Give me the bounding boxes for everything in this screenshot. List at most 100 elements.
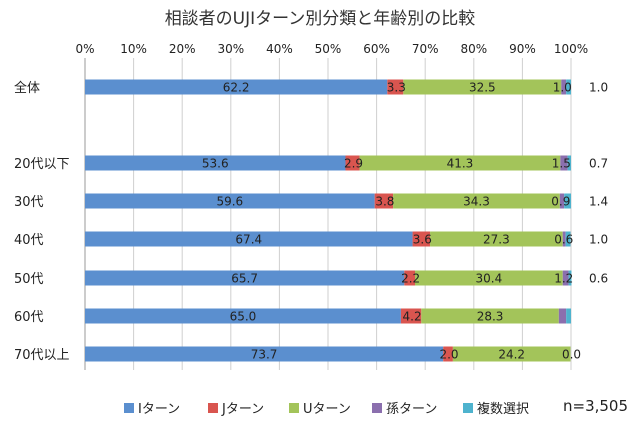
category-label: 40代: [14, 233, 44, 248]
bar-segment-series4-row1: [567, 155, 571, 171]
data-label-series0-row5: 65.0: [230, 310, 257, 324]
data-label-series0-row0: 62.2: [223, 81, 250, 95]
bar-segment-series2-row2: [393, 193, 560, 209]
data-label-series2-row5: 28.3: [477, 310, 504, 324]
data-label-series1-row2: 3.8: [375, 195, 394, 209]
chart-title: 相談者のUJIターン別分類と年齢別の比較: [164, 9, 476, 29]
bar-segment-series4-row0: [566, 79, 571, 95]
category-label: 30代: [14, 195, 44, 210]
bar-segment-series0-row2: [85, 193, 375, 209]
bar-segment-series0-row1: [85, 155, 346, 171]
x-tick-label: 10%: [120, 42, 147, 56]
data-label-series1-row3: 3.6: [413, 233, 432, 247]
data-label-series3-row1: 1.5: [552, 157, 571, 171]
data-label-series4-row0: 1.0: [589, 81, 608, 95]
bar-segment-series3-row3: [562, 231, 566, 247]
bar-segment-series2-row5: [421, 308, 559, 324]
legend-swatch-1: [208, 403, 218, 413]
x-tick-label: 60%: [363, 42, 390, 56]
bar-segment-series3-row4: [562, 270, 569, 286]
data-label-series2-row1: 41.3: [447, 157, 474, 171]
bar-segment-series4-row2: [564, 193, 571, 209]
data-label-series4-row3: 1.0: [589, 233, 608, 247]
bar-segment-series4-row5: [566, 308, 571, 324]
bar-segment-series0-row0: [85, 79, 388, 95]
category-label: 70代以上: [14, 348, 70, 363]
data-label-series1-row0: 3.3: [387, 81, 406, 95]
data-label-series0-row4: 65.7: [231, 272, 258, 286]
bar-segment-series1-row4: [404, 270, 415, 286]
axis-labels: 0% 10% 20% 30% 40% 50% 60% 70% 80% 90% 100% 全体 20代以下…: [14, 42, 588, 363]
bar-segment-series1-row1: [345, 155, 360, 171]
x-tick-label: 20%: [169, 42, 196, 56]
bar-segment-series2-row3: [430, 231, 563, 247]
legend-label-1: Jターン: [221, 402, 264, 417]
bar-segment-series2-row4: [414, 270, 563, 286]
bar-segment-series1-row2: [374, 193, 394, 209]
legend-label-2: Uターン: [303, 402, 351, 417]
data-label-series2-row4: 30.4: [476, 272, 503, 286]
bar-segment-series1-row3: [412, 231, 431, 247]
data-label-series0-row1: 53.6: [202, 157, 229, 171]
bar-segment-series1-row5: [400, 308, 422, 324]
legend-label-0: Iターン: [138, 402, 180, 417]
data-label-series4-row2: 1.4: [589, 195, 608, 209]
sample-size-note: n=3,505: [563, 397, 629, 415]
data-label-series3-row4: 1.2: [554, 272, 573, 286]
data-label-series3-row3: 0.6: [554, 233, 573, 247]
x-tick-label: 80%: [460, 42, 487, 56]
bar-segment-series3-row0: [561, 79, 567, 95]
bar-segment-series3-row5: [558, 308, 567, 324]
bar-segment-series1-row6: [443, 346, 453, 362]
x-tick-label: 0%: [75, 42, 94, 56]
data-label-series3-row2: 0.9: [551, 195, 570, 209]
bar-segment-series0-row6: [85, 346, 444, 362]
bar-segment-series4-row4: [568, 270, 572, 286]
x-tick-label: 90%: [509, 42, 536, 56]
x-tick-label: 50%: [315, 42, 342, 56]
bar-segment-series0-row5: [85, 308, 401, 324]
data-label-series0-row6: 73.7: [251, 348, 278, 362]
data-label-series2-row6: 24.2: [498, 348, 525, 362]
legend-swatch-3: [372, 403, 382, 413]
data-label-series3-row0: 1.0: [553, 81, 572, 95]
category-label: 全体: [14, 80, 40, 96]
data-label-series2-row2: 34.3: [463, 195, 490, 209]
bar-segment-series2-row0: [403, 79, 562, 95]
x-tick-label: 70%: [412, 42, 439, 56]
x-tick-label: 40%: [266, 42, 293, 56]
data-label-series4-row4: 0.6: [589, 272, 608, 286]
bar-segment-series0-row4: [85, 270, 405, 286]
data-labels: 62.2 3.3 32.5 1.0 1.0 53.6 2.9 41.3 1.5 0.7 59.6 3.…: [202, 81, 608, 362]
legend-swatch-4: [463, 403, 473, 413]
data-label-series2-row3: 27.3: [483, 233, 510, 247]
bar-segment-series3-row1: [560, 155, 568, 171]
data-label-series3-row6: 0.0: [562, 348, 581, 362]
data-label-series1-row4: 2.2: [401, 272, 420, 286]
category-label: 20代以下: [14, 157, 70, 172]
data-label-series4-row1: 0.7: [589, 157, 608, 171]
data-label-series0-row3: 67.4: [235, 233, 262, 247]
bars: [85, 79, 572, 362]
data-label-series0-row2: 59.6: [216, 195, 243, 209]
legend-label-4: 複数選択: [477, 401, 529, 417]
legend: Iターン Jターン Uターン 孫ターン 複数選択: [124, 401, 529, 417]
legend-swatch-2: [289, 403, 299, 413]
bar-segment-series2-row1: [359, 155, 561, 171]
data-label-series1-row5: 4.2: [403, 310, 422, 324]
data-label-series1-row6: 2.0: [439, 348, 458, 362]
bar-segment-series0-row3: [85, 231, 413, 247]
bar-segment-series3-row2: [559, 193, 565, 209]
legend-label-3: 孫ターン: [386, 402, 437, 417]
x-tick-label: 30%: [217, 42, 244, 56]
bar-segment-series4-row3: [565, 231, 571, 247]
bar-segment-series1-row0: [387, 79, 404, 95]
category-label: 50代: [14, 272, 44, 287]
legend-swatch-0: [124, 403, 134, 413]
data-label-series1-row1: 2.9: [344, 157, 363, 171]
category-label: 60代: [14, 310, 44, 325]
bar-segment-series2-row6: [452, 346, 571, 362]
data-label-series2-row0: 32.5: [469, 81, 496, 95]
